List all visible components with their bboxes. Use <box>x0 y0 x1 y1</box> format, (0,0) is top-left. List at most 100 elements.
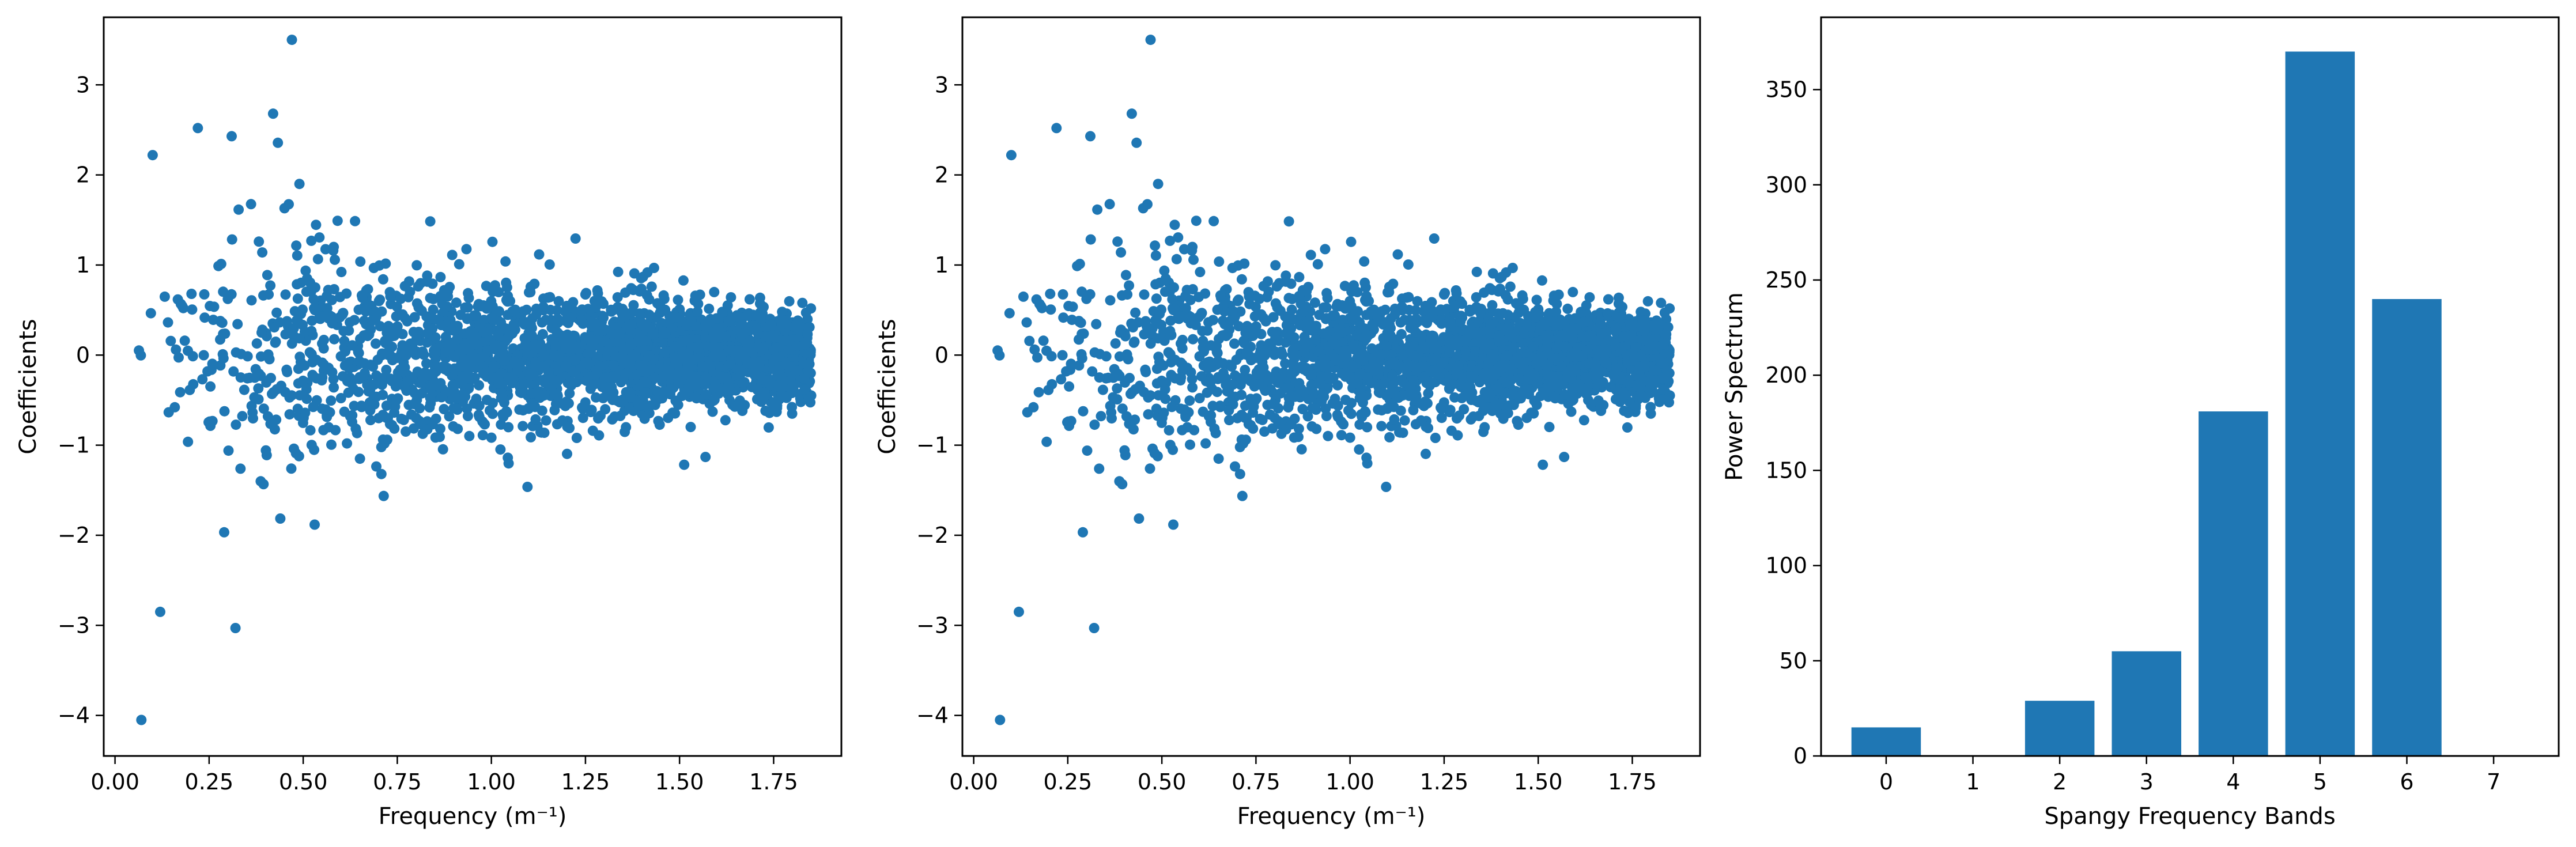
scatter-point <box>783 345 794 355</box>
scatter-point <box>544 259 555 270</box>
scatter-point <box>294 390 305 401</box>
scatter-point <box>586 404 597 415</box>
y-tick-label: 2 <box>76 162 90 188</box>
scatter-point <box>219 406 230 417</box>
scatter-point <box>673 294 683 305</box>
scatter-point <box>508 319 519 330</box>
scatter-point <box>1321 288 1332 298</box>
scatter-point <box>1236 410 1247 421</box>
scatter-point <box>494 306 504 317</box>
scatter-point <box>1018 291 1029 302</box>
scatter-point <box>658 290 669 301</box>
scatter-point <box>342 438 353 449</box>
scatter-point <box>552 305 562 316</box>
scatter-point <box>1376 421 1387 432</box>
scatter-point <box>1384 287 1395 297</box>
scatter-point <box>800 347 811 358</box>
scatter-point <box>1116 247 1127 258</box>
scatter-point <box>620 287 631 298</box>
scatter-point <box>1309 297 1320 308</box>
scatter-point <box>1089 419 1100 430</box>
scatter-point <box>1321 302 1332 313</box>
scatter-point <box>328 382 339 393</box>
scatter-point <box>440 331 451 342</box>
scatter-point <box>1567 286 1578 297</box>
scatter-point <box>1562 303 1573 314</box>
scatter-point <box>518 405 528 416</box>
scatter-point <box>1410 305 1421 316</box>
scatter-point <box>226 289 237 300</box>
scatter-point <box>642 388 653 399</box>
scatter-point <box>253 383 264 394</box>
scatter-point <box>337 371 348 381</box>
scatter-point <box>553 296 564 307</box>
scatter-point <box>531 309 542 320</box>
scatter-point <box>1483 402 1494 413</box>
scatter-point <box>725 358 736 369</box>
scatter-point <box>1465 392 1476 402</box>
scatter-point <box>427 419 438 430</box>
scatter-point <box>359 315 370 326</box>
scatter-point <box>267 108 278 119</box>
scatter-point <box>246 295 257 306</box>
scatter-point <box>1381 482 1392 492</box>
scatter-point <box>205 421 216 431</box>
scatter-point <box>1259 426 1270 437</box>
scatter-point <box>1212 387 1223 398</box>
scatter-point <box>1281 270 1291 281</box>
scatter-point <box>371 370 382 381</box>
scatter-point <box>414 377 425 388</box>
scatter-point <box>1173 232 1184 243</box>
y-axis-label-1: Coefficients <box>15 319 41 454</box>
scatter-point <box>541 415 552 426</box>
scatter-point <box>501 407 512 418</box>
scatter-point <box>1321 411 1332 421</box>
scatter-point <box>659 349 670 360</box>
scatter-point <box>1106 413 1117 424</box>
scatter-point <box>1436 413 1447 423</box>
scatter-point <box>1168 519 1179 530</box>
scatter-point <box>759 387 770 398</box>
scatter-point <box>648 263 659 273</box>
scatter-point <box>329 334 339 345</box>
scatter-point <box>1202 387 1213 398</box>
scatter-point <box>537 329 548 339</box>
scatter-point <box>1380 317 1391 328</box>
scatter-point <box>1429 233 1440 244</box>
scatter-point <box>286 35 297 46</box>
scatter-point <box>1297 404 1308 414</box>
scatter-point <box>1276 346 1287 357</box>
scatter-point <box>245 199 256 210</box>
scatter-point <box>235 372 246 383</box>
axes-frame-1 <box>103 16 843 757</box>
scatter-point <box>462 302 473 313</box>
scatter-point <box>624 402 635 413</box>
scatter-point <box>1021 317 1032 328</box>
scatter-point <box>401 426 411 437</box>
scatter-point <box>320 244 331 255</box>
scatter-point <box>607 414 618 425</box>
scatter-point <box>335 393 346 403</box>
scatter-point <box>251 338 262 349</box>
scatter-point <box>1392 249 1403 260</box>
scatter-point <box>1484 392 1495 403</box>
scatter-point <box>1092 204 1103 215</box>
scatter-point <box>529 401 540 412</box>
scatter-point <box>566 336 577 346</box>
scatter-point <box>365 415 376 426</box>
scatter-point <box>471 339 482 350</box>
scatter-point <box>707 406 718 417</box>
scatter-point <box>1440 288 1451 298</box>
x-tick-label: 1.50 <box>655 769 704 795</box>
scatter-point <box>413 281 424 292</box>
scatter-point <box>425 392 436 403</box>
scatter-point <box>742 358 753 369</box>
scatter-point <box>1270 260 1281 271</box>
scatter-point <box>1226 361 1237 372</box>
scatter-point <box>1119 445 1130 456</box>
scatter-point <box>391 353 402 364</box>
scatter-point <box>1343 405 1354 416</box>
scatter-point <box>1421 448 1431 459</box>
scatter-point <box>1336 430 1347 441</box>
scatter-point <box>1403 259 1414 270</box>
